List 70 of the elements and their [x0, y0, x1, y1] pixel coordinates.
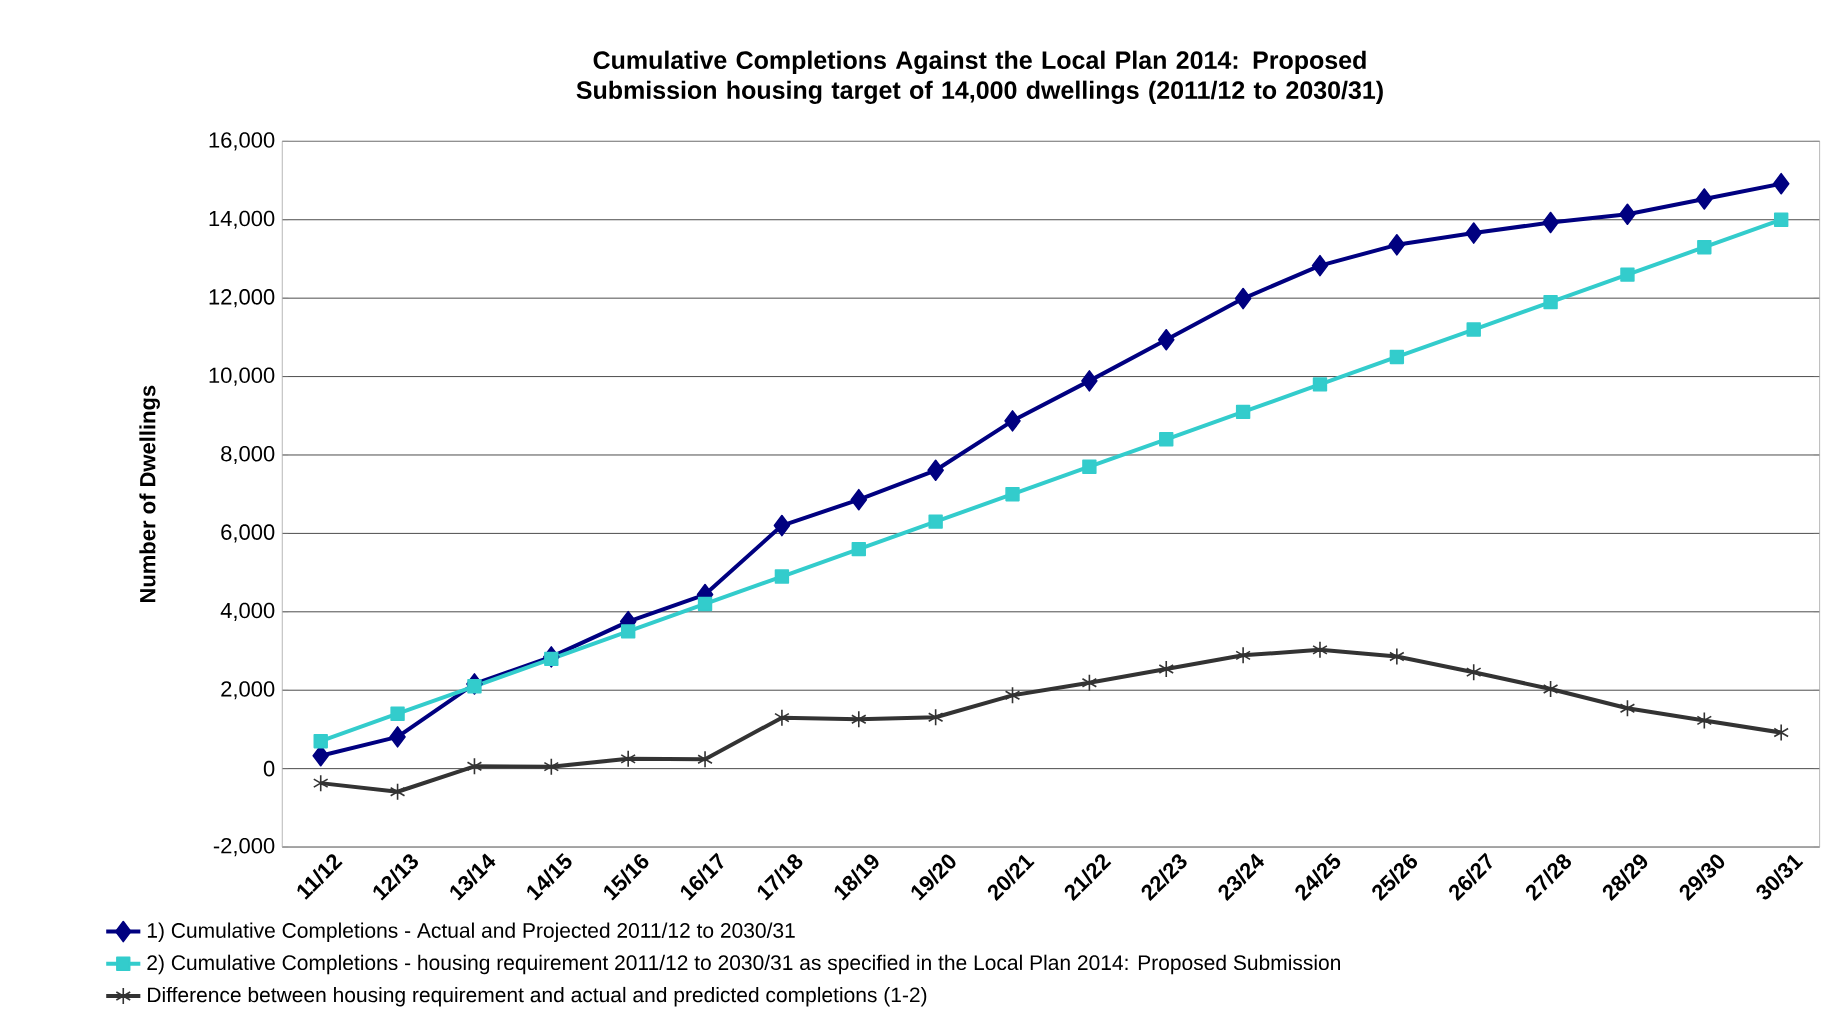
point: [466, 757, 483, 775]
point: [1773, 723, 1789, 742]
point: [1005, 486, 1020, 502]
point: [1542, 211, 1559, 234]
point: [1234, 287, 1252, 310]
point: [927, 708, 944, 726]
point: [1159, 431, 1174, 447]
point: [1081, 369, 1098, 392]
y-tick-label: 10,000: [209, 367, 275, 386]
point: [313, 733, 328, 749]
point: [774, 569, 790, 584]
point: [1004, 409, 1021, 432]
point: [544, 651, 559, 666]
point: [1158, 660, 1174, 678]
y-tick-label: 2,000: [221, 680, 275, 700]
point: [1543, 294, 1558, 310]
point: [1465, 663, 1482, 681]
point: [851, 541, 866, 557]
point: [1388, 233, 1406, 256]
point: [697, 750, 713, 768]
point: [1157, 328, 1175, 351]
y-tick-label: 12,000: [209, 288, 275, 308]
point: [620, 624, 636, 639]
point: [467, 678, 482, 694]
point: [1389, 349, 1405, 364]
point: [543, 757, 560, 776]
chart-title: Cumulative Completions Against the Local Plan 2014: Proposed Submission housing target of 14,000 dwellings (2011/12 to 2030/31): [576, 50, 1383, 104]
y-tick-label: 14,000: [209, 210, 275, 229]
y-tick-label: 4,000: [220, 602, 275, 621]
y-tick-label: 16,000: [209, 132, 275, 151]
point: [312, 774, 329, 792]
point: [1004, 686, 1021, 704]
point: [1312, 640, 1328, 659]
point: [1620, 267, 1635, 282]
point: [1773, 212, 1789, 227]
point: [1696, 188, 1713, 210]
point: [1619, 203, 1636, 225]
point: [1389, 647, 1405, 666]
point: [389, 782, 406, 801]
point: [928, 514, 943, 529]
point: [1235, 646, 1251, 664]
y-tick-label: 6,000: [221, 524, 275, 543]
point: [697, 596, 713, 611]
point: [1081, 673, 1098, 692]
legend-label: 1) Cumulative Completions - Actual and Projected 2011/12 to 2030/31: [147, 922, 795, 942]
point: [620, 749, 636, 768]
point: [1619, 699, 1636, 717]
point: [1696, 711, 1713, 730]
y-tick-label: 8,000: [221, 445, 275, 464]
y-tick-label: 0: [263, 760, 275, 777]
point: [1235, 404, 1251, 419]
y-axis-title: Number of Dwellings: [139, 385, 160, 602]
point: [1772, 172, 1790, 195]
point: [390, 706, 405, 721]
point: [851, 710, 867, 728]
point: [1465, 222, 1483, 244]
point: [774, 708, 790, 727]
point: [773, 514, 791, 537]
point: [1312, 377, 1328, 392]
legend-label: Difference between housing requirement and actual and predicted completions (1-2): [148, 986, 927, 1007]
y-tick-label: -2,000: [213, 837, 275, 856]
point: [1311, 254, 1329, 277]
point: [1082, 459, 1097, 474]
point: [389, 725, 406, 748]
point: [1542, 680, 1559, 698]
point: [1697, 239, 1712, 255]
point: [1466, 322, 1481, 337]
legend-label: 2) Cumulative Completions - housing requirement 2011/12 to 2030/31 as specified in the Local Plan 2014: Proposed Submission: [147, 954, 1340, 975]
point: [850, 488, 868, 511]
point: [927, 459, 944, 481]
